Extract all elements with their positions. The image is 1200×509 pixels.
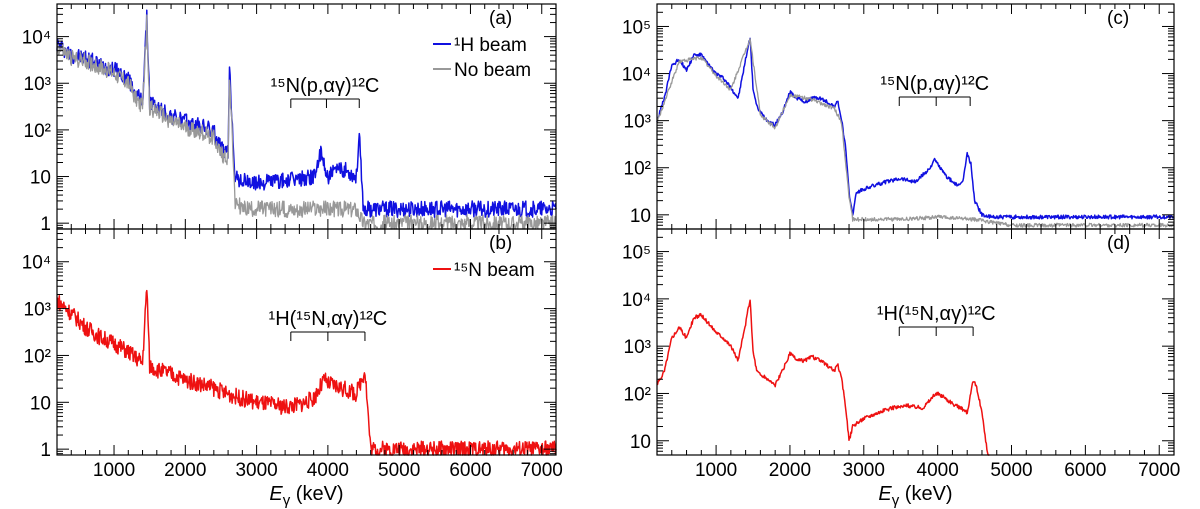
reaction-label: ¹H(¹⁵N,αγ)¹²C (269, 308, 388, 330)
x-tick-label: 1000 (695, 460, 737, 481)
panel-b: 1000 2000 3000 4000 5000 6000 7000 1 10 10² 10³ 10⁴… (22, 228, 563, 509)
x-axis-title: Eγ (keV) (878, 483, 952, 509)
x-tick-label: 7000 (521, 460, 563, 481)
y-tick-label: 10² (24, 346, 51, 367)
x-axis-subscript: γ (892, 492, 900, 509)
y-tick-label: 10⁵ (622, 17, 651, 38)
x-tick-label: 2000 (164, 460, 206, 481)
x-tick-label: 6000 (449, 460, 491, 481)
reaction-label: ¹H(¹⁵N,αγ)¹²C (877, 303, 996, 325)
legend-label: ¹H beam (454, 35, 527, 56)
y-tick-label: 10 (30, 168, 51, 189)
x-tick-label: 6000 (1064, 460, 1106, 481)
y-tick-label: 10² (624, 159, 651, 180)
panel-d: 1000 2000 3000 4000 5000 6000 7000 10 10² 10³ 10⁴ 1… (622, 228, 1180, 509)
series-line-beam (56, 289, 557, 456)
y-tick-label: 10³ (624, 337, 651, 358)
x-tick-label: 7000 (1138, 460, 1180, 481)
plot-frame (656, 228, 1175, 456)
panel-label: (a) (489, 8, 512, 29)
x-axis-symbol: E (269, 483, 283, 505)
x-axis-unit: (keV) (899, 483, 952, 505)
y-tick-label: 10² (624, 384, 651, 405)
x-axis-symbol: E (878, 483, 892, 505)
plot-frame (656, 3, 1175, 230)
y-tick-label: 1 (40, 440, 51, 461)
series-line-beam (656, 37, 1175, 220)
series-line-background (56, 14, 557, 230)
x-tick-label: 3000 (235, 460, 277, 481)
legend-label: ¹⁵N beam (454, 260, 535, 281)
x-tick-label: 2000 (769, 460, 811, 481)
panel-label: (d) (1107, 233, 1130, 254)
y-tick-label: 1 (40, 214, 51, 235)
x-axis-unit: (keV) (290, 483, 343, 505)
y-tick-label: 10³ (24, 300, 51, 321)
x-tick-label: 1000 (93, 460, 135, 481)
panel-c: 10 10² 10³ 10⁴ 10⁵ (c) ¹⁵N(p,αγ)¹²C (622, 3, 1175, 230)
y-tick-label: 10⁴ (622, 290, 651, 311)
y-tick-label: 10⁵ (622, 243, 651, 264)
x-tick-label: 4000 (917, 460, 959, 481)
panel-a: 1 10 10² 10³ 10⁴ (a) ¹⁵N(p,αγ)¹²C ¹H beam No bea… (22, 3, 557, 235)
reaction-label: ¹⁵N(p,αγ)¹²C (880, 73, 989, 95)
panel-label: (b) (489, 233, 512, 254)
x-axis-subscript: γ (283, 492, 291, 509)
series-line-background (656, 38, 1175, 228)
plot-frame (56, 228, 557, 456)
y-tick-label: 10⁴ (22, 253, 51, 274)
x-tick-label: 5000 (378, 460, 420, 481)
reaction-label: ¹⁵N(p,αγ)¹²C (271, 75, 380, 97)
x-tick-label: 3000 (843, 460, 885, 481)
legend-label: No beam (454, 60, 531, 81)
y-tick-label: 10⁴ (622, 65, 651, 86)
x-tick-label: 4000 (307, 460, 349, 481)
series-line-beam (656, 299, 990, 456)
y-tick-label: 10⁴ (22, 28, 51, 49)
panel-label: (c) (1107, 8, 1129, 29)
y-tick-label: 10 (30, 393, 51, 414)
y-tick-label: 10 (630, 206, 651, 227)
y-tick-label: 10 (630, 432, 651, 453)
x-axis-title: Eγ (keV) (269, 483, 343, 509)
y-tick-label: 10³ (624, 112, 651, 133)
y-tick-label: 10³ (24, 74, 51, 95)
y-tick-label: 10² (24, 121, 51, 142)
x-tick-label: 5000 (990, 460, 1032, 481)
